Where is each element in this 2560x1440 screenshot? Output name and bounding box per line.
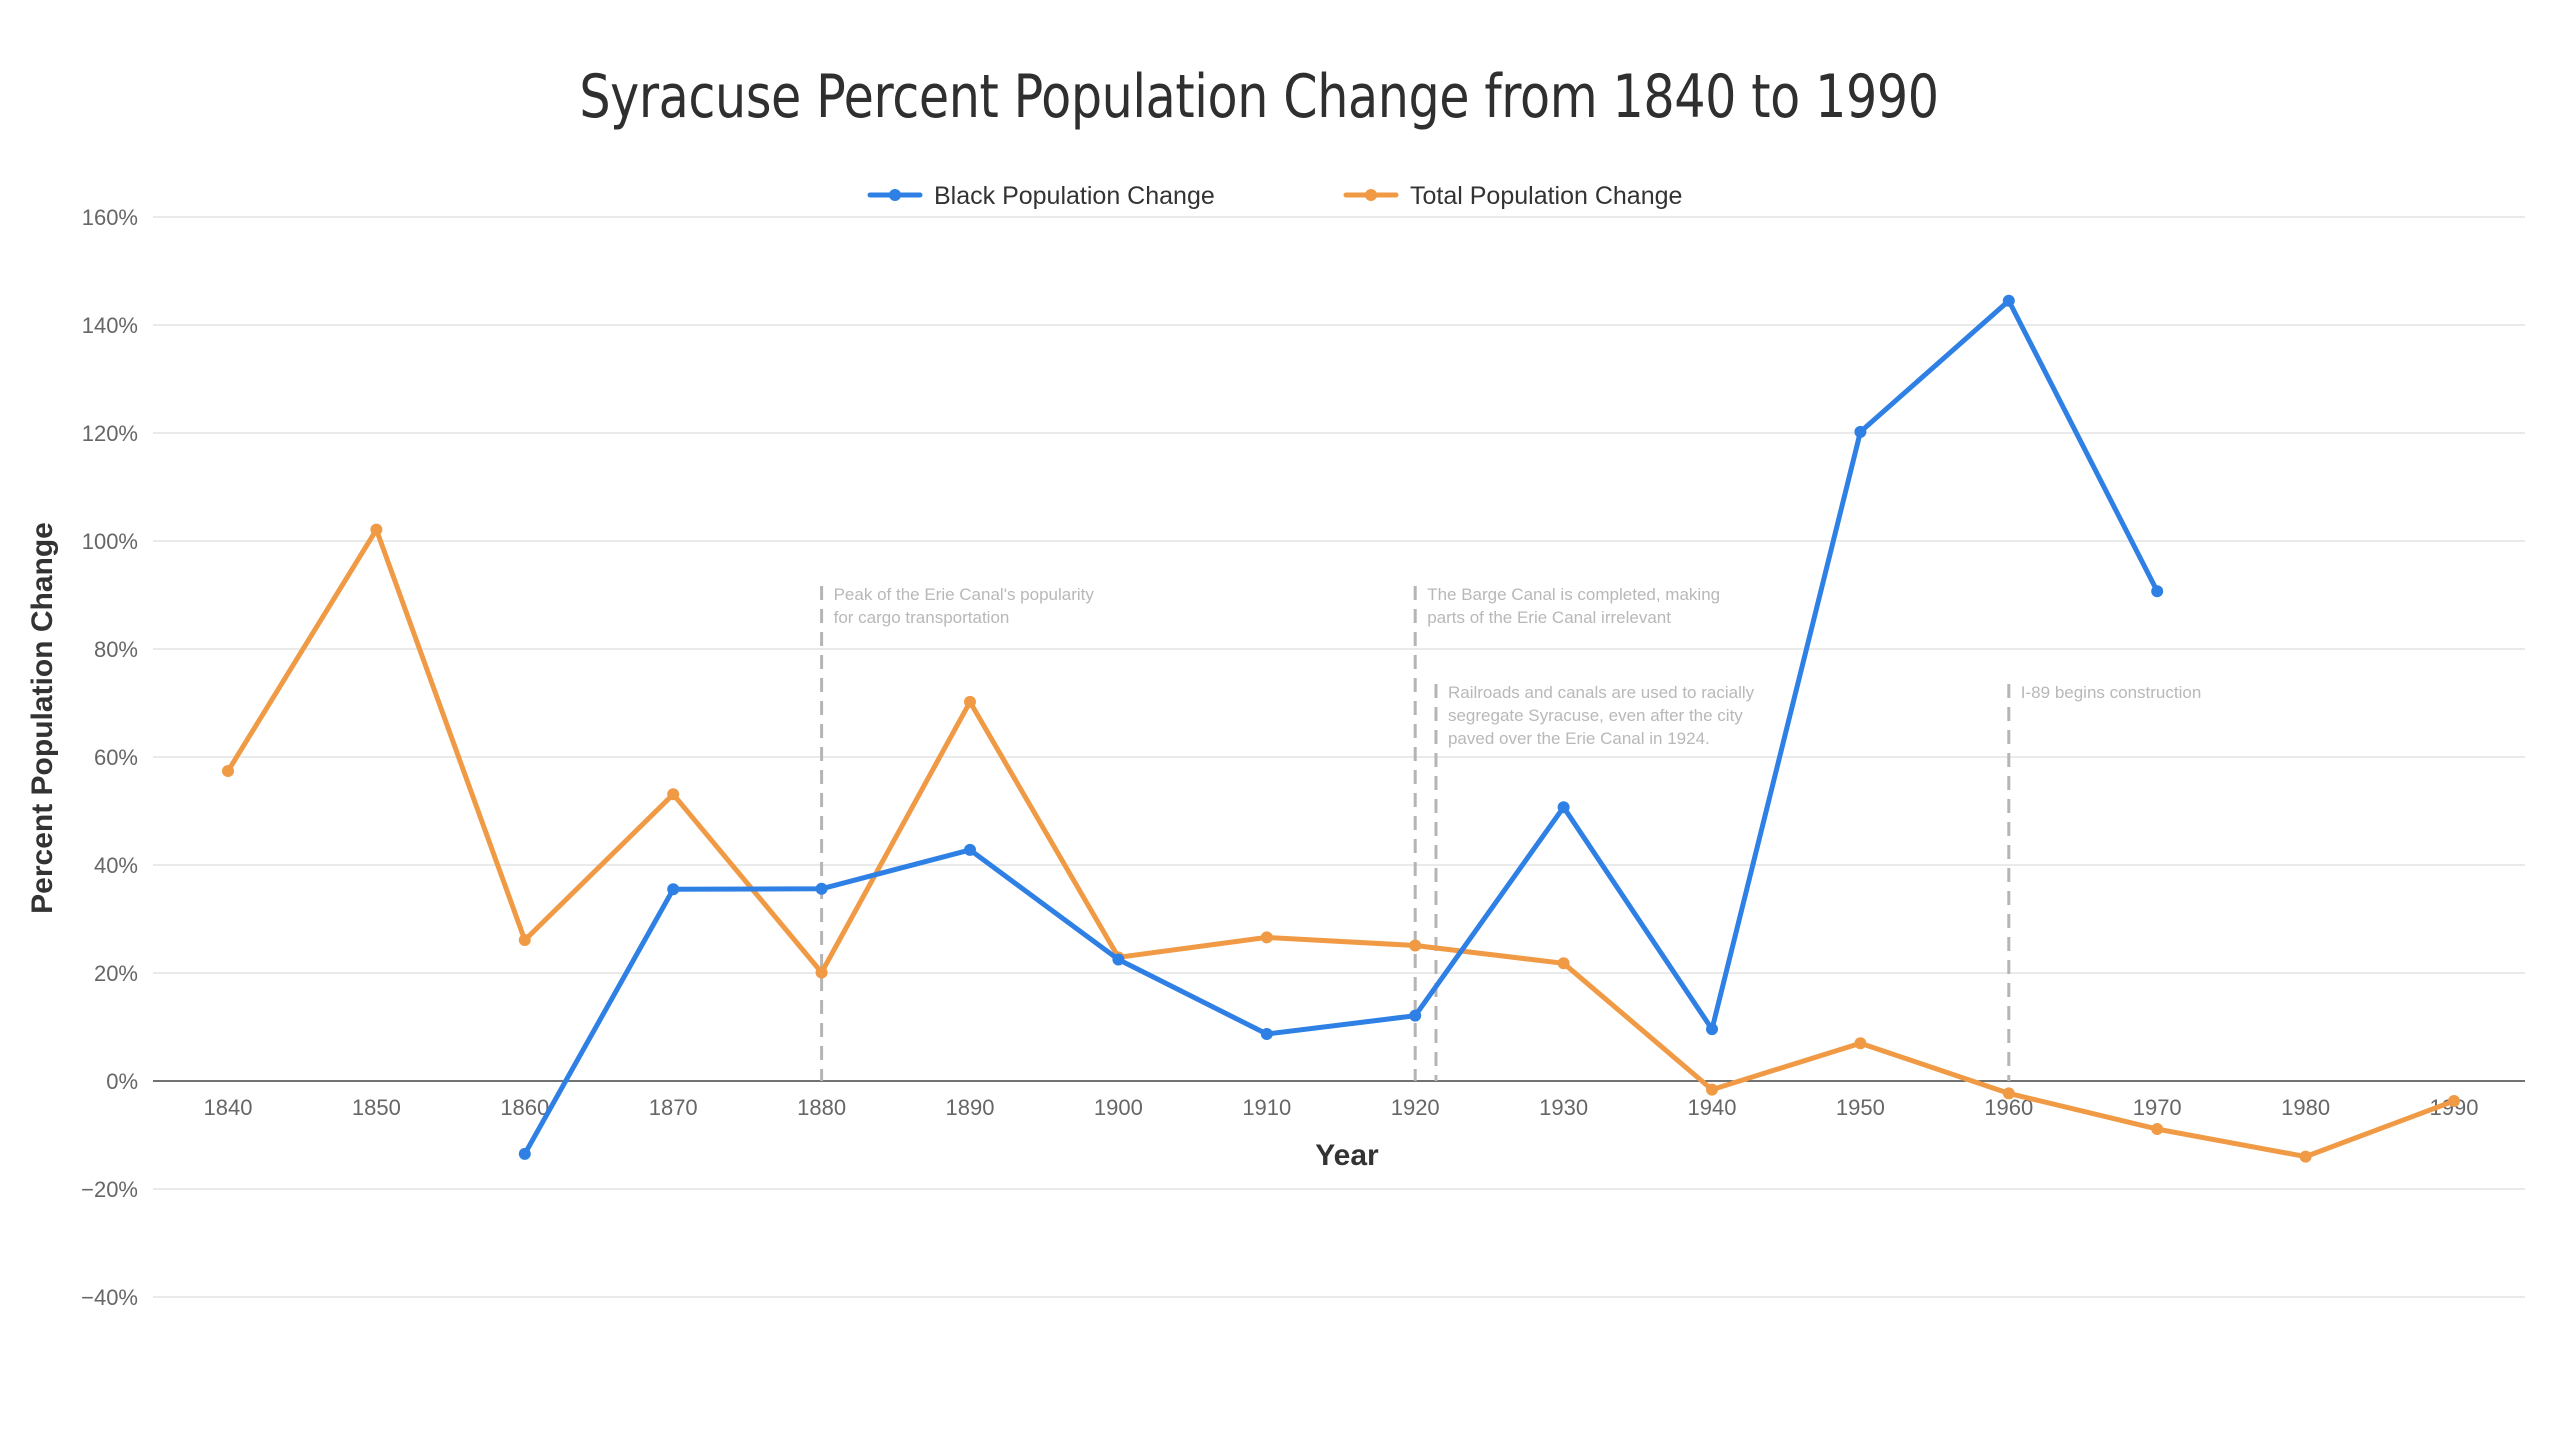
y-axis-title: Percent Population Change (26, 522, 59, 914)
x-tick-label: 1920 (1391, 1095, 1440, 1120)
x-tick-label: 1880 (797, 1095, 846, 1120)
chart-title: Syracuse Percent Population Change from … (579, 62, 1939, 132)
legend[interactable]: Black Population Change Total Population … (867, 182, 1682, 210)
y-tick-label: 100% (82, 529, 138, 554)
data-point[interactable] (1409, 939, 1422, 952)
data-point[interactable] (815, 966, 828, 979)
data-point[interactable] (1112, 953, 1125, 966)
y-tick-label: 20% (94, 961, 138, 986)
data-point[interactable] (964, 843, 976, 856)
x-tick-label: 1970 (2133, 1095, 2182, 1120)
x-tick-label: 1850 (352, 1095, 401, 1120)
series-line (522, 298, 2160, 1157)
series-total-population-change (222, 523, 2460, 1163)
annotation-text: Railroads and canals are used to raciall… (1448, 683, 1755, 702)
legend-marker (889, 189, 901, 201)
legend-label: Total Population Change (1410, 182, 1682, 210)
data-point[interactable] (1409, 1009, 1422, 1022)
annotation-text: segregate Syracuse, even after the city (1448, 706, 1743, 725)
data-point[interactable] (2002, 1087, 2015, 1100)
y-tick-label: 40% (94, 853, 138, 878)
data-point[interactable] (667, 788, 680, 801)
y-tick-label: 140% (82, 313, 138, 338)
y-tick-label: 80% (94, 637, 138, 662)
data-point[interactable] (1260, 931, 1273, 944)
x-tick-label: 1910 (1242, 1095, 1291, 1120)
annotations: Peak of the Erie Canal's popularity for c… (820, 585, 2202, 1081)
x-tick-label: 1930 (1539, 1095, 1588, 1120)
series-line (225, 527, 2457, 1160)
x-axis-title: Year (1315, 1139, 1379, 1172)
data-point[interactable] (1557, 801, 1570, 814)
data-point[interactable] (518, 934, 531, 947)
series-lines (222, 294, 2460, 1163)
x-tick-label: 1870 (649, 1095, 698, 1120)
data-point[interactable] (1260, 1028, 1273, 1041)
annotation-text: The Barge Canal is completed, making (1427, 585, 1720, 604)
data-point[interactable] (1706, 1083, 1718, 1096)
series-black-population-change (518, 294, 2164, 1160)
data-point[interactable] (2151, 1123, 2164, 1136)
data-point[interactable] (667, 883, 680, 896)
data-point[interactable] (518, 1147, 531, 1160)
legend-marker (1365, 189, 1377, 201)
data-point[interactable] (370, 523, 383, 536)
legend-item[interactable]: Black Population Change (867, 182, 1215, 210)
data-point[interactable] (1557, 957, 1570, 970)
axis-tick-labels: 160% 140% 120% 100% 80% 60% 40% 20% 0% −20% −40% 18… (81, 205, 2478, 1310)
y-tick-label: 120% (82, 421, 138, 446)
y-tick-label: 0% (106, 1069, 138, 1094)
data-point[interactable] (815, 882, 828, 895)
x-tick-label: 1950 (1836, 1095, 1885, 1120)
data-point[interactable] (2448, 1094, 2460, 1107)
y-tick-label: −40% (81, 1285, 138, 1310)
x-tick-label: 1840 (204, 1095, 253, 1120)
x-tick-label: 1980 (2281, 1095, 2330, 1120)
x-tick-label: 1900 (1094, 1095, 1143, 1120)
annotation-text: I-89 begins construction (2021, 683, 2202, 702)
data-point[interactable] (2299, 1150, 2312, 1163)
data-point[interactable] (2151, 585, 2164, 598)
annotation-text: for cargo transportation (834, 608, 1010, 627)
y-tick-label: 60% (94, 745, 138, 770)
x-tick-label: 1890 (946, 1095, 995, 1120)
data-point[interactable] (222, 765, 234, 778)
data-point[interactable] (1854, 1037, 1867, 1050)
legend-item[interactable]: Total Population Change (1343, 182, 1682, 210)
legend-label: Black Population Change (934, 182, 1215, 210)
data-point[interactable] (1854, 425, 1867, 438)
y-tick-label: 160% (82, 205, 138, 230)
x-tick-label: 1940 (1688, 1095, 1737, 1120)
gridlines (153, 216, 2525, 1298)
y-tick-label: −20% (81, 1177, 138, 1202)
data-point[interactable] (964, 695, 976, 708)
x-tick-label: 1860 (500, 1095, 549, 1120)
data-point[interactable] (2002, 294, 2015, 307)
data-point[interactable] (1706, 1023, 1718, 1036)
annotation-text: Peak of the Erie Canal's popularity (834, 585, 1095, 604)
annotation-text: parts of the Erie Canal irrelevant (1427, 608, 1671, 627)
annotation-text: paved over the Erie Canal in 1924. (1448, 729, 1710, 748)
